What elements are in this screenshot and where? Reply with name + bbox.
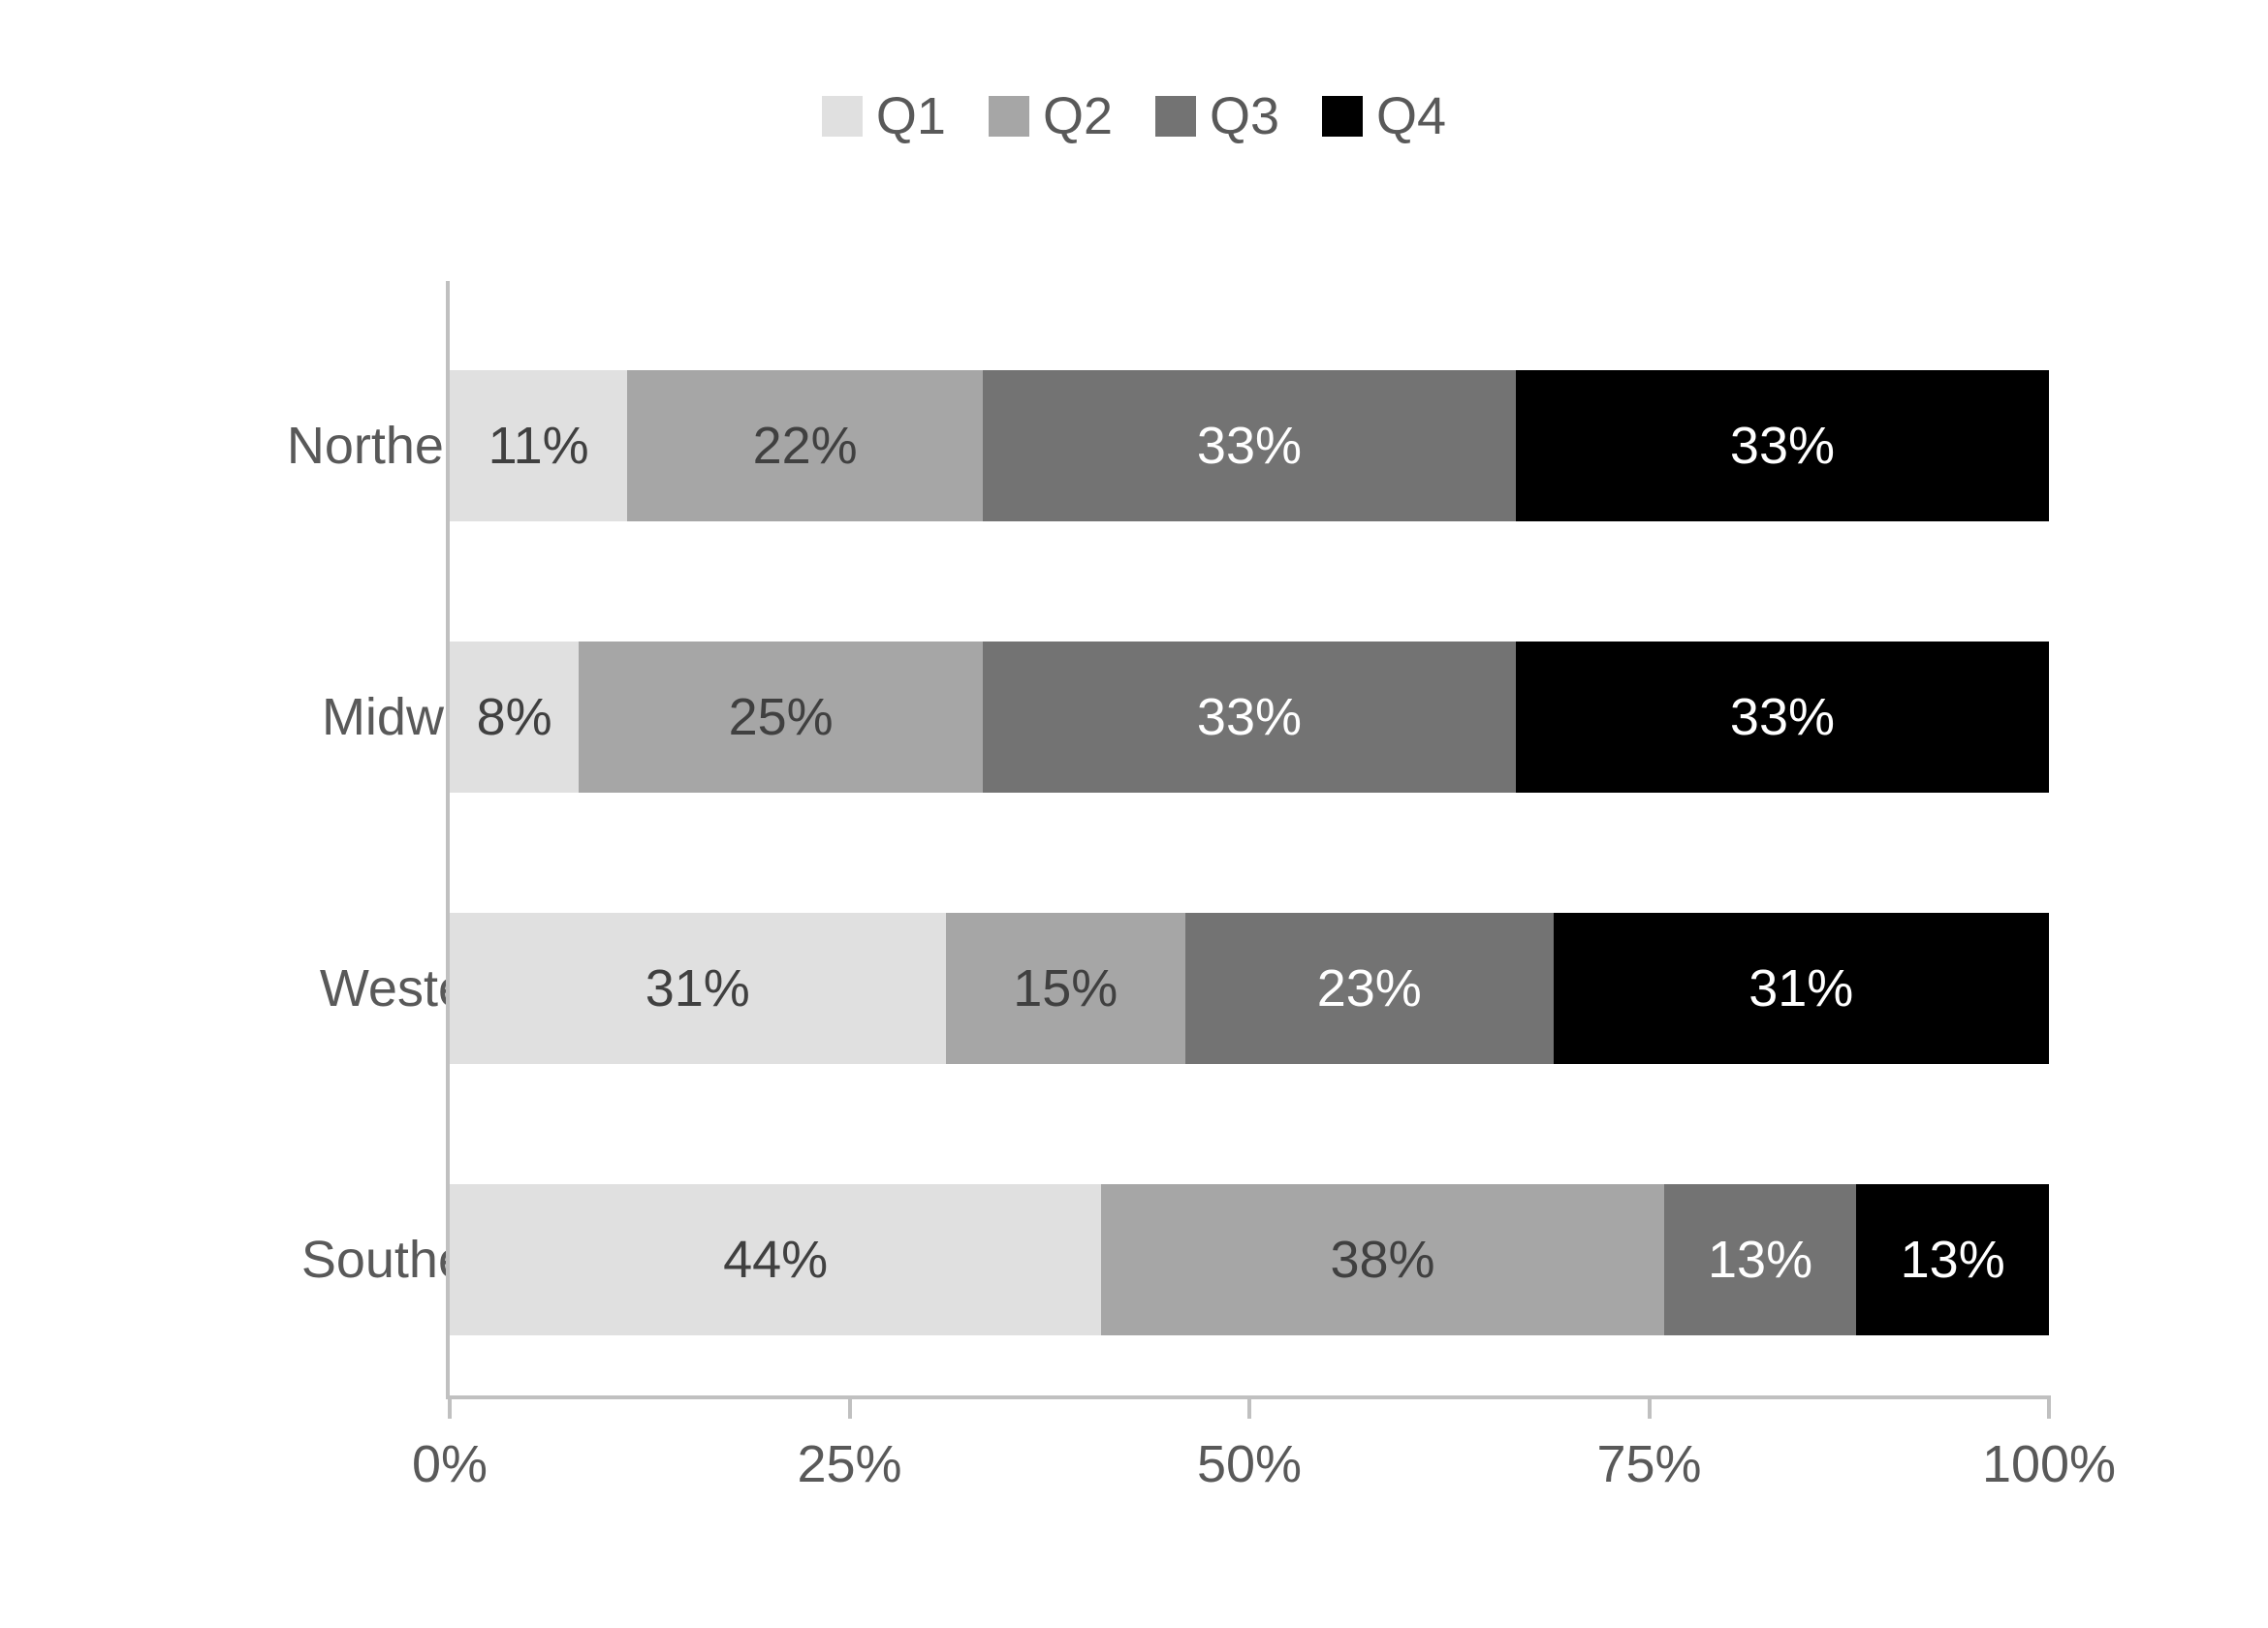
bar-row-northeast: 11% 22% 33% 33% [450, 370, 2049, 522]
plot-area: 11% 22% 33% 33% 8% 25% 33% 33% 31% 15% 2… [446, 310, 2049, 1399]
legend-label-q3: Q3 [1210, 86, 1279, 146]
bar-segment-q3: 13% [1664, 1184, 1857, 1336]
y-axis-extension [446, 281, 450, 310]
x-tick-label: 75% [1596, 1434, 1701, 1494]
bar-segment-q2: 25% [579, 642, 983, 794]
x-tick-label: 50% [1197, 1434, 1302, 1494]
legend-item-q2: Q2 [989, 86, 1113, 146]
stacked-bar-chart: Q1 Q2 Q3 Q4 Northeast Midwest Western So… [116, 58, 2152, 1570]
bar-segment-q2: 22% [627, 370, 983, 522]
x-tick [1648, 1395, 1652, 1419]
bar-segment-q4: 33% [1516, 370, 2049, 522]
bar-segment-q3: 33% [983, 370, 1516, 522]
legend-label-q2: Q2 [1043, 86, 1113, 146]
bar-segment-q4: 33% [1516, 642, 2049, 794]
x-tick-label: 100% [1982, 1434, 2116, 1494]
x-tick [848, 1395, 852, 1419]
legend-swatch-q1 [822, 96, 863, 137]
x-tick-label: 0% [412, 1434, 488, 1494]
bar-segment-q2: 15% [946, 913, 1186, 1065]
legend-swatch-q2 [989, 96, 1029, 137]
bar-row-midwest: 8% 25% 33% 33% [450, 642, 2049, 794]
bar-row-western: 31% 15% 23% 31% [450, 913, 2049, 1065]
x-tick [2047, 1395, 2051, 1419]
bars-container: 11% 22% 33% 33% 8% 25% 33% 33% 31% 15% 2… [450, 310, 2049, 1395]
bar-segment-q3: 23% [1185, 913, 1554, 1065]
x-tick [448, 1395, 452, 1419]
bar-segment-q1: 8% [450, 642, 579, 794]
legend: Q1 Q2 Q3 Q4 [116, 58, 2152, 174]
legend-label-q4: Q4 [1376, 86, 1446, 146]
bar-row-southern: 44% 38% 13% 13% [450, 1184, 2049, 1336]
legend-swatch-q4 [1322, 96, 1363, 137]
bar-segment-q2: 38% [1101, 1184, 1664, 1336]
legend-item-q1: Q1 [822, 86, 946, 146]
legend-label-q1: Q1 [876, 86, 946, 146]
bar-segment-q4: 31% [1554, 913, 2050, 1065]
bar-segment-q4: 13% [1856, 1184, 2049, 1336]
x-tick-label: 25% [797, 1434, 901, 1494]
legend-item-q4: Q4 [1322, 86, 1446, 146]
bar-segment-q1: 11% [450, 370, 627, 522]
legend-item-q3: Q3 [1155, 86, 1279, 146]
legend-swatch-q3 [1155, 96, 1196, 137]
bar-segment-q1: 44% [450, 1184, 1101, 1336]
bar-segment-q3: 33% [983, 642, 1516, 794]
bar-segment-q1: 31% [450, 913, 946, 1065]
x-tick [1247, 1395, 1251, 1419]
